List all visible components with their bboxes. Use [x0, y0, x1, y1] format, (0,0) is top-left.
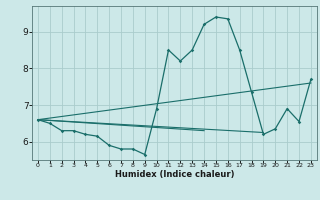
- X-axis label: Humidex (Indice chaleur): Humidex (Indice chaleur): [115, 170, 234, 179]
